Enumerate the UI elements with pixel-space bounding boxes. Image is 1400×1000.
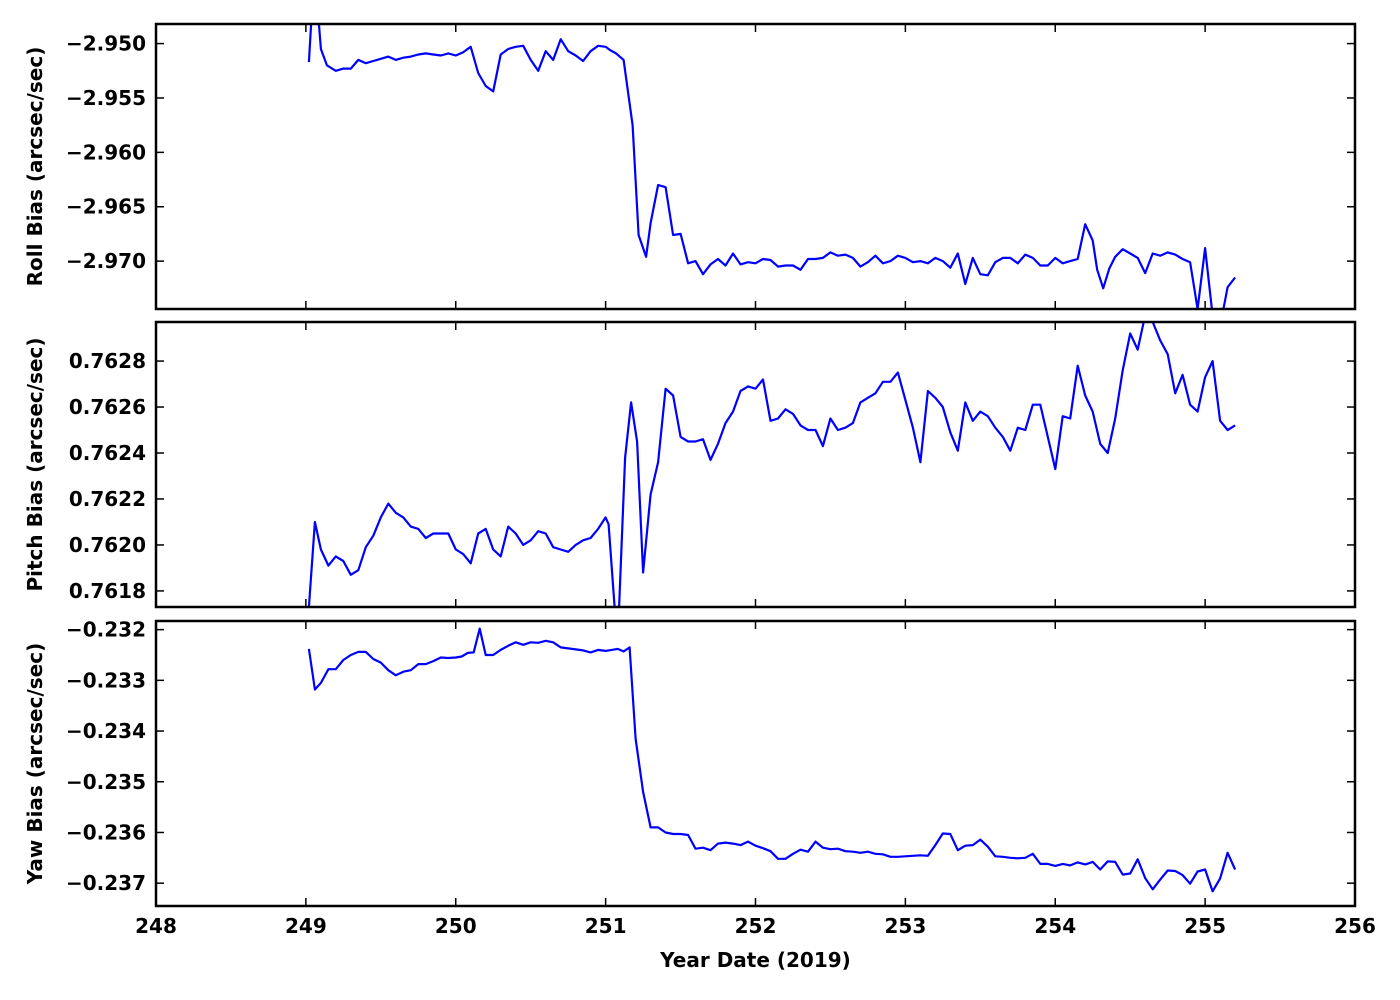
roll-series-line — [307, 24, 1236, 309]
x-tick-label: 254 — [1034, 914, 1076, 938]
x-tick-label: 251 — [585, 914, 627, 938]
x-tick-label: 248 — [135, 914, 177, 938]
roll-y-tick-label: −2.970 — [66, 249, 146, 273]
x-tick-label: 256 — [1334, 914, 1376, 938]
yaw-y-tick-label: −0.234 — [66, 719, 146, 743]
pitch-y-tick-label: 0.7626 — [69, 395, 146, 419]
yaw-y-axis-label: Yaw Bias (arcsec/sec) — [23, 643, 47, 886]
panels: −2.950 −2.955 −2.960 −2.965 −2.970 Roll Bias … — [23, 22, 1376, 938]
pitch-y-tick-label: 0.7618 — [69, 579, 146, 603]
pitch-y-tick-label: 0.7622 — [69, 487, 146, 511]
x-tick-label: 253 — [885, 914, 927, 938]
x-tick-label: 252 — [735, 914, 777, 938]
yaw-plot-frame — [154, 619, 1357, 908]
yaw-y-tick-label: −0.232 — [66, 618, 146, 642]
yaw-y-tick-label: −0.236 — [66, 820, 146, 844]
pitch-y-axis-label: Pitch Bias (arcsec/sec) — [23, 337, 47, 591]
yaw-y-tick-label: −0.235 — [66, 770, 146, 794]
pitch-plot-frame — [154, 320, 1357, 609]
x-tick-label: 255 — [1184, 914, 1226, 938]
x-tick-label: 249 — [285, 914, 327, 938]
yaw-y-tick-label: −0.237 — [66, 871, 146, 895]
x-tick-label: 250 — [435, 914, 477, 938]
yaw-panel: −0.232 −0.233 −0.234 −0.235 −0.236 −0.237 248 2… — [23, 618, 1376, 938]
pitch-y-tick-label: 0.7624 — [69, 441, 146, 465]
roll-plot-frame — [154, 22, 1357, 311]
pitch-panel: 0.7618 0.7620 0.7622 0.7624 0.7626 0.7628 Pitc… — [23, 320, 1357, 609]
pitch-y-tick-label: 0.7620 — [69, 533, 146, 557]
roll-y-tick-label: −2.965 — [66, 195, 146, 219]
roll-y-tick-label: −2.960 — [66, 140, 146, 164]
roll-y-tick-label: −2.955 — [66, 86, 146, 110]
yaw-series-line — [307, 627, 1237, 893]
roll-panel: −2.950 −2.955 −2.960 −2.965 −2.970 Roll Bias … — [23, 22, 1357, 311]
yaw-y-tick-label: −0.233 — [66, 668, 146, 692]
pitch-y-tick-label: 0.7628 — [69, 349, 146, 373]
pitch-series-line — [307, 322, 1236, 607]
roll-y-tick-label: −2.950 — [66, 32, 146, 56]
x-axis-label: Year Date (2019) — [659, 948, 851, 972]
roll-y-axis-label: Roll Bias (arcsec/sec) — [23, 47, 47, 287]
